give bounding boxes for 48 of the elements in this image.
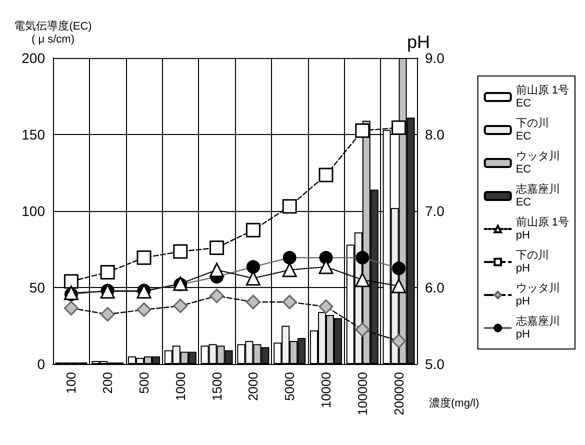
x-tick-label: 1500 [209,372,224,401]
y2-tick-label: 9.0 [425,50,445,66]
x-tick-label: 200 [100,372,116,394]
point [355,272,370,288]
legend-label: ウッタ川 EC [516,150,560,176]
point [246,260,260,274]
point [282,199,297,214]
y2-tick-label: 8.0 [425,126,445,142]
legend-label: 前山原 1号 EC [516,84,570,110]
x-tick-label: 2000 [246,372,261,401]
y2-tick-label: 5.0 [425,356,445,372]
y2-tick-label: 6.0 [425,280,445,296]
legend-label: 志嘉座川 pH [516,314,560,340]
y-tick-label: 50 [29,280,46,296]
point [356,250,370,264]
legend-label: 前山原 1号 pH [516,216,570,242]
x-tick-label: 5000 [282,372,298,401]
point [392,120,406,135]
x-tick-label: 100 [64,372,79,394]
x-axis-title: 濃度(mg/l) [429,396,480,410]
point [246,222,260,238]
y-tick-label: 0 [37,356,46,372]
y-tick-label: 150 [22,126,46,142]
y-tick-label: 200 [22,50,46,66]
point [282,250,296,264]
x-tick-label: 10000 [318,372,334,408]
point [173,244,188,259]
legend-label: 下の川 pH [516,248,549,274]
point [355,123,370,138]
point [318,168,334,182]
y2-tick-label: 7.0 [425,203,445,219]
point [210,262,224,278]
point [392,278,406,294]
x-tick-label: 100000 [354,372,370,416]
x-tick-label: 200000 [391,372,406,416]
y2-axis-title: pH [407,32,430,52]
point [100,264,115,280]
x-tick-label: 1000 [172,372,188,401]
x-tick-label: 500 [136,372,152,394]
point [64,274,78,289]
y-tick-label: 100 [22,203,46,219]
legend-label: 志嘉座川 EC [516,182,560,208]
legend-label: ウッタ川 pH [516,282,560,308]
legend-label: 下の川 EC [516,116,549,142]
y-axis-title: 電気伝導度(EC) ( μ s/cm) [14,20,92,46]
point [136,250,152,265]
point [392,262,406,276]
point [210,240,224,255]
